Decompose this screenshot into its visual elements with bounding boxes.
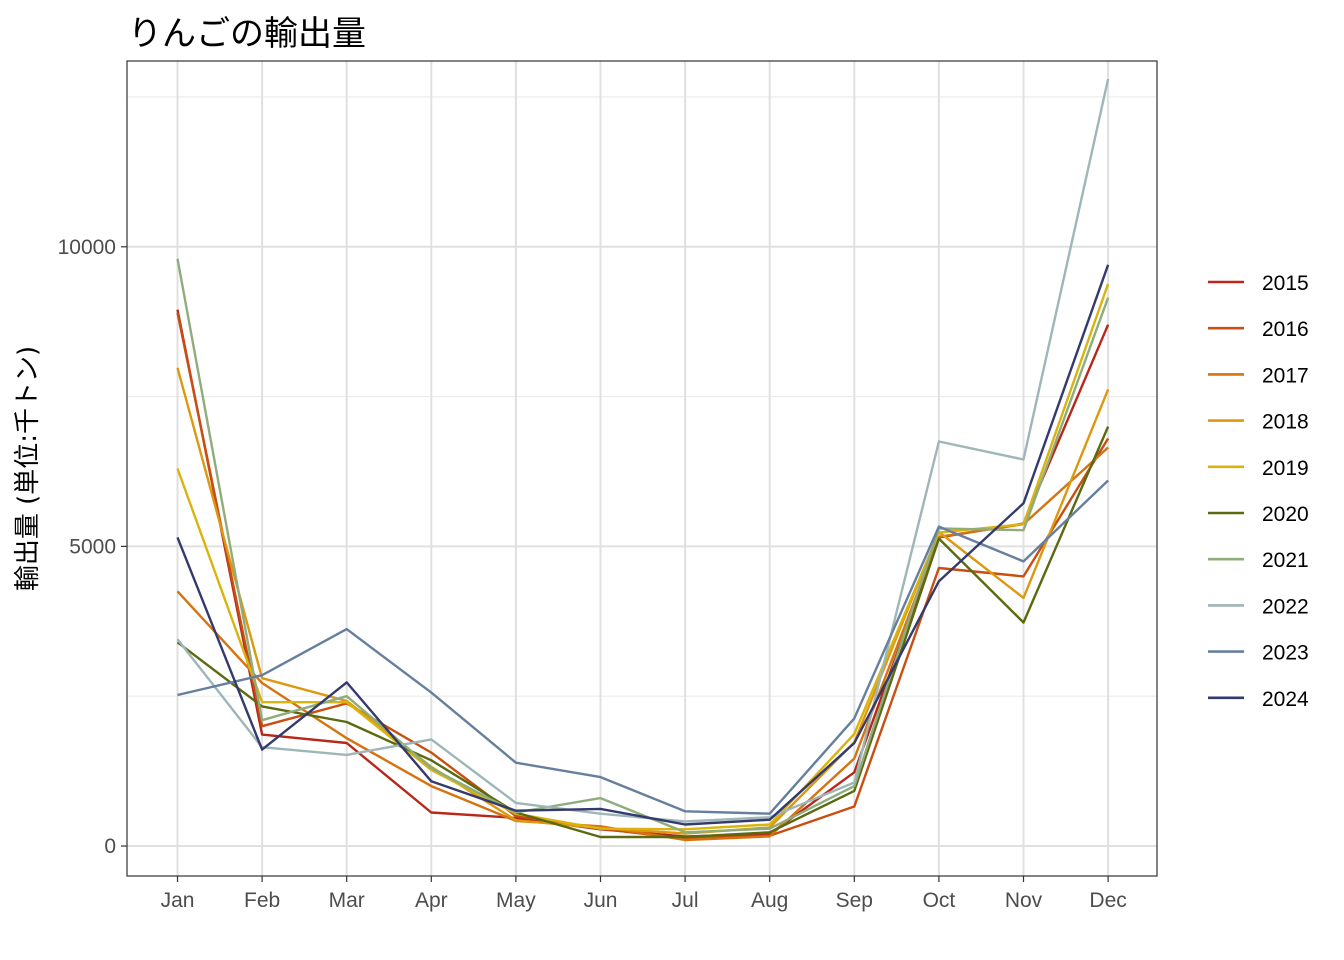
series-line-2019: [176, 283, 1110, 831]
x-tick-label: Nov: [1005, 889, 1043, 912]
series-line-2016: [176, 312, 1110, 840]
legend-label: 2019: [1262, 457, 1309, 480]
legend-item-2024: 2024: [1208, 688, 1309, 711]
legend-item-2015: 2015: [1208, 272, 1309, 295]
series-line-2023: [177, 479, 1109, 815]
y-axis-title: 輸出量 (単位:千トン): [13, 346, 43, 591]
x-tick-label: May: [496, 889, 536, 912]
minor-gridlines: [127, 96, 1157, 697]
x-tick-label: Jun: [584, 889, 618, 912]
x-tick-label: Mar: [329, 889, 365, 912]
legend-label: 2024: [1262, 688, 1309, 711]
series-line-2020: [176, 426, 1110, 839]
series-line-2017: [176, 446, 1109, 842]
legend-label: 2023: [1262, 642, 1309, 665]
major-gridlines: [127, 61, 1157, 876]
plot-panel-border: [126, 60, 1158, 877]
legend-label: 2018: [1262, 411, 1309, 434]
legend-label: 2021: [1262, 549, 1309, 572]
series-line-2022: [176, 78, 1110, 823]
x-tick-label: Jul: [672, 889, 699, 912]
x-tick-label: Sep: [836, 889, 873, 912]
legend-item-2022: 2022: [1208, 595, 1309, 618]
y-tick-label: 5000: [69, 535, 116, 558]
legend-label: 2016: [1262, 318, 1309, 341]
legend-item-2023: 2023: [1208, 642, 1309, 665]
legend-item-2017: 2017: [1208, 364, 1309, 387]
chart-title: りんごの輸出量: [128, 14, 366, 54]
legend-label: 2015: [1262, 272, 1309, 295]
y-tick-label: 0: [104, 835, 116, 858]
legend-item-2020: 2020: [1208, 503, 1309, 526]
legend-label: 2017: [1262, 364, 1309, 387]
legend-item-2021: 2021: [1208, 549, 1309, 572]
legend-item-2019: 2019: [1208, 457, 1309, 480]
x-axis: Jan Feb Mar Apr May Jun Jul Aug Sep Oct Nov Dec: [161, 876, 1127, 912]
series-line-2018: [176, 367, 1110, 835]
legend-label: 2022: [1262, 595, 1309, 618]
series-line-2024: [176, 264, 1110, 826]
legend-item-2018: 2018: [1208, 411, 1309, 434]
y-tick-label: 10000: [58, 236, 116, 259]
x-tick-label: Feb: [244, 889, 280, 912]
series-line-2015: [176, 309, 1110, 838]
series-lines: [176, 78, 1110, 842]
x-tick-label: Apr: [415, 889, 448, 912]
legend-label: 2020: [1262, 503, 1309, 526]
x-tick-label: Dec: [1089, 889, 1126, 912]
x-tick-label: Aug: [751, 889, 788, 912]
x-tick-label: Jan: [161, 889, 195, 912]
legend: 2015 2016 2017 2018 2019 2020 2021 2022 2023 2024: [1208, 272, 1309, 711]
x-tick-label: Oct: [923, 889, 956, 912]
legend-item-2016: 2016: [1208, 318, 1309, 341]
y-axis: 0 5000 10000: [58, 236, 127, 858]
series-line-2021: [176, 258, 1110, 834]
